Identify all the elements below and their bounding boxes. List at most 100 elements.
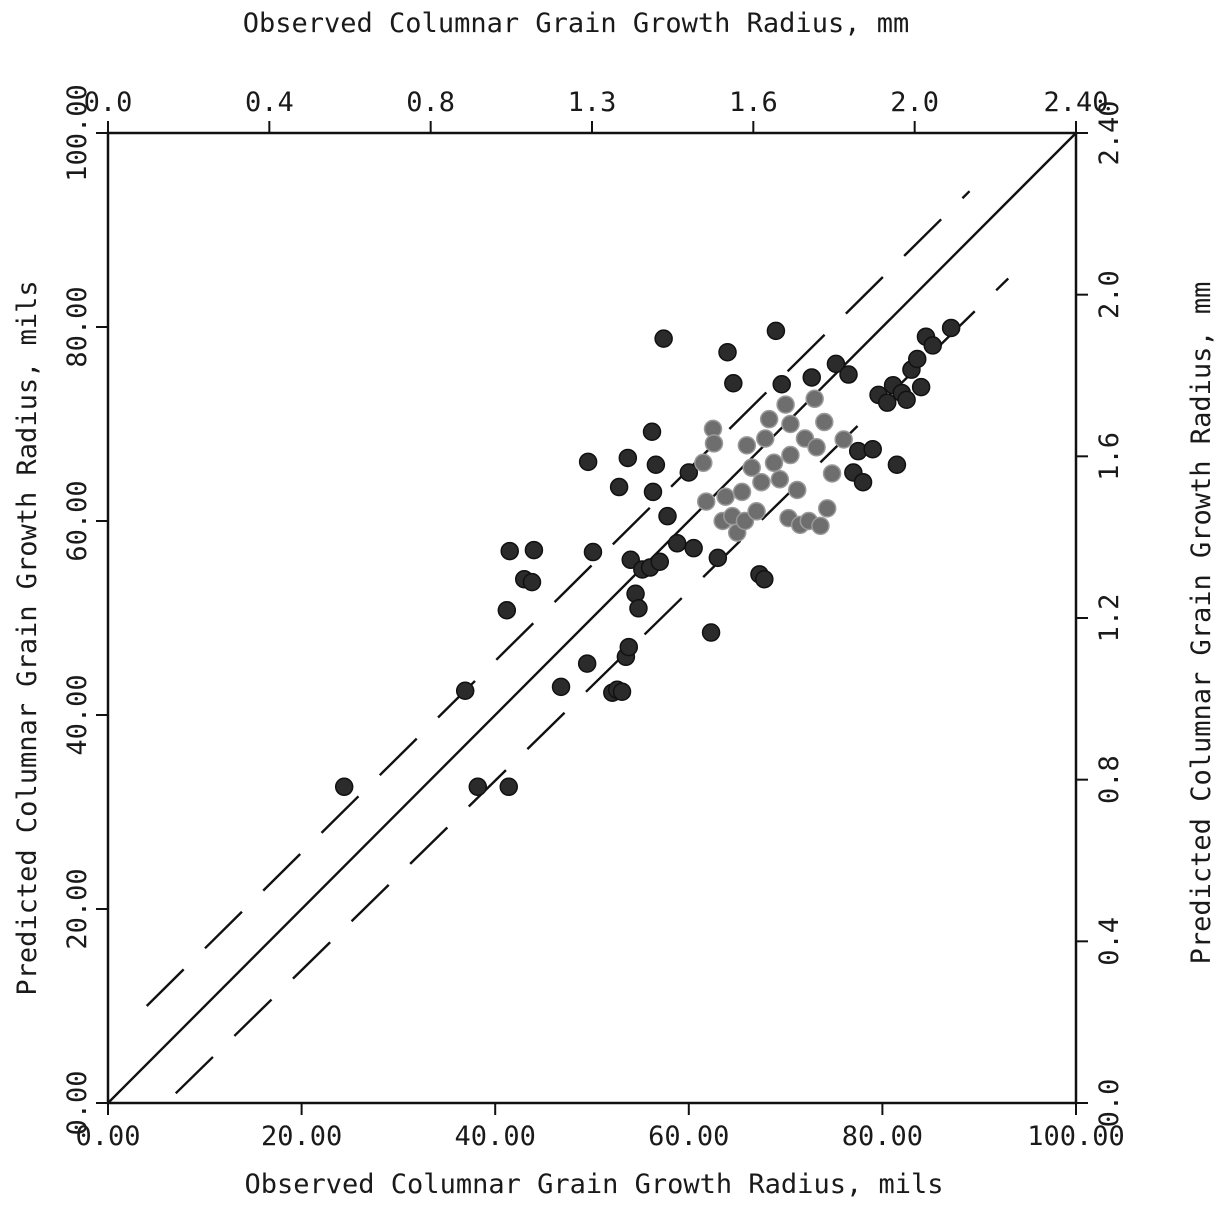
data-point	[805, 389, 824, 409]
data-point	[887, 455, 907, 474]
data-point	[911, 377, 931, 397]
data-point	[455, 681, 475, 700]
data-point	[907, 349, 927, 369]
x2-tick-label: 2.40	[1043, 87, 1108, 118]
data-point	[497, 600, 517, 620]
y2-tick-label: 1.2	[1094, 594, 1125, 643]
data-point	[629, 599, 648, 618]
data-point	[839, 365, 858, 384]
y-tick-label: 20.00	[62, 868, 93, 949]
y-tick-label: 0.00	[62, 1070, 93, 1135]
data-point	[650, 552, 670, 571]
y-tick-label: 60.00	[62, 480, 93, 561]
data-point	[551, 677, 571, 697]
data-point	[500, 541, 519, 561]
data-point	[646, 455, 666, 474]
data-point	[781, 414, 800, 434]
data-point	[679, 463, 699, 482]
data-point	[766, 321, 786, 341]
data-point	[334, 777, 354, 797]
data-point	[701, 623, 721, 642]
x-axis-label: Observed Columnar Grain Growth Radius, m…	[245, 1169, 944, 1200]
data-point	[718, 342, 737, 362]
data-point	[708, 548, 728, 568]
y2-tick-label: 1.6	[1094, 432, 1125, 481]
data-point	[834, 430, 853, 449]
dashed-bound-line-2	[174, 277, 1010, 1095]
data-point	[612, 682, 632, 701]
data-point	[716, 487, 735, 506]
data-point	[759, 409, 779, 429]
x2-tick-label: 1.3	[568, 87, 617, 118]
x-tick-label: 40.00	[455, 1121, 536, 1152]
data-point	[696, 492, 716, 511]
data-point	[583, 542, 603, 562]
x2-tick-label: 0.0	[84, 87, 133, 118]
y2-tick-label: 0.8	[1094, 755, 1125, 804]
data-point	[618, 448, 638, 468]
y2-axis-label: Predicted Columnar Grain Growth Radius, …	[1186, 282, 1217, 965]
data-point	[524, 540, 544, 560]
data-point	[643, 482, 663, 502]
data-point	[694, 453, 713, 473]
data-point	[863, 439, 882, 459]
data-point	[877, 393, 897, 412]
y2-tick-label: 2.0	[1094, 270, 1125, 319]
data-point	[764, 453, 784, 473]
data-point	[742, 458, 761, 477]
x2-tick-label: 0.4	[245, 87, 294, 118]
data-point	[770, 470, 790, 489]
data-point	[609, 477, 629, 497]
y2-tick-label: 0.0	[1094, 1079, 1125, 1128]
y-tick-label: 40.00	[62, 674, 93, 755]
x-tick-label: 20.00	[261, 1121, 342, 1152]
data-point	[732, 482, 752, 502]
data-point	[822, 464, 842, 483]
data-point	[499, 777, 519, 797]
data-point	[747, 502, 766, 521]
data-point	[787, 480, 807, 500]
data-point	[817, 499, 837, 518]
data-point	[853, 472, 873, 492]
x-tick-label: 80.00	[842, 1121, 923, 1152]
data-point	[811, 516, 830, 536]
x2-tick-label: 2.0	[890, 87, 939, 118]
x2-tick-label: 1.6	[729, 87, 778, 118]
data-point	[752, 472, 771, 492]
data-point	[756, 429, 775, 448]
data-point	[772, 374, 791, 394]
dashed-bound-line-1	[145, 190, 971, 1007]
data-point	[802, 368, 821, 387]
data-point	[941, 318, 961, 338]
y-axis-label: Predicted Columnar Grain Growth Radius, …	[12, 280, 43, 995]
data-point	[619, 637, 639, 657]
data-point	[815, 412, 834, 432]
x2-tick-label: 0.8	[406, 87, 455, 118]
y2-tick-label: 2.40	[1094, 100, 1125, 165]
data-point	[468, 777, 488, 797]
x-tick-label: 0.00	[75, 1121, 140, 1152]
y2-tick-label: 0.4	[1094, 917, 1125, 966]
data-point	[826, 354, 846, 374]
data-point	[737, 436, 757, 455]
reference-lines	[107, 132, 1077, 1104]
data-point	[755, 569, 774, 589]
data-point	[776, 395, 795, 414]
y-tick-label: 80.00	[62, 286, 93, 367]
axis-ticks: 0.00 20.00 40.00 60.00 80.00 100.000.0 0.4 0.8 1…	[62, 84, 1125, 1152]
data-point	[578, 452, 598, 472]
data-points	[334, 318, 961, 797]
data-point	[658, 506, 677, 526]
data-point	[642, 422, 662, 442]
data-point	[522, 572, 542, 592]
axis-labels: Observed Columnar Grain Growth Radius, m…	[12, 8, 1217, 1200]
data-point	[724, 374, 743, 393]
data-point	[807, 438, 826, 457]
data-point	[577, 654, 597, 673]
y-tick-label: 100.00	[62, 84, 93, 182]
data-point	[897, 390, 916, 409]
data-point	[667, 534, 687, 553]
data-point	[684, 538, 703, 558]
data-point	[704, 434, 724, 453]
